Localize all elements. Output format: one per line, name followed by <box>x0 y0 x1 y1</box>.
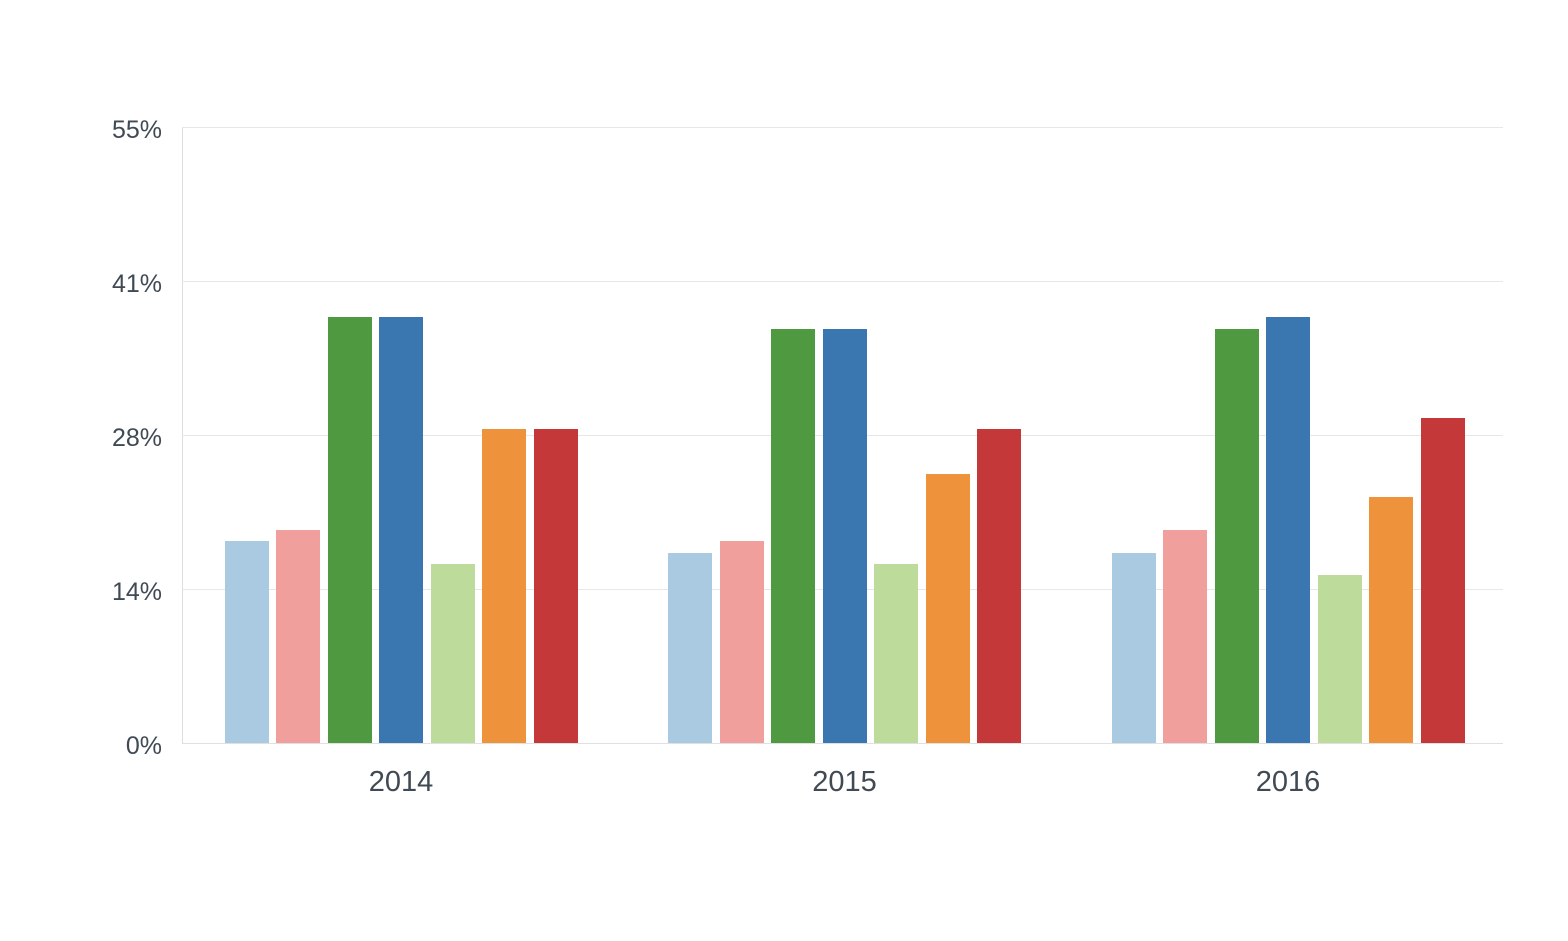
x-axis-baseline <box>182 743 1503 744</box>
x-axis-category-label-2014: 2014 <box>368 766 434 798</box>
bar-pink-2014[interactable] <box>276 530 320 743</box>
bar-orange-2014[interactable] <box>482 429 526 743</box>
bar-orange-2015[interactable] <box>925 474 970 743</box>
bar-blue-2015[interactable] <box>822 328 867 743</box>
y-axis-tick-label: 28% <box>111 424 162 452</box>
plot-area <box>182 127 1503 744</box>
bar-light-green-2015[interactable] <box>874 563 918 743</box>
bar-green-2015[interactable] <box>771 328 815 743</box>
y-axis-tick-label: 55% <box>111 116 162 144</box>
x-axis-category-label-2015: 2015 <box>812 766 877 798</box>
bar-blue-2014[interactable] <box>379 317 423 743</box>
bar-red-2016[interactable] <box>1420 418 1465 743</box>
bar-green-2016[interactable] <box>1214 328 1259 743</box>
bar-orange-2016[interactable] <box>1369 496 1413 743</box>
x-axis-category-label-2016: 2016 <box>1255 766 1321 798</box>
bar-green-2014[interactable] <box>327 317 372 743</box>
y-axis-tick-label: 0% <box>125 732 162 760</box>
bar-light-green-2014[interactable] <box>430 563 475 743</box>
bar-pink-2016[interactable] <box>1163 530 1207 743</box>
gridline-55% <box>182 127 1503 128</box>
bar-light-blue-2016[interactable] <box>1111 552 1156 743</box>
bar-red-2014[interactable] <box>533 429 578 743</box>
bar-light-blue-2015[interactable] <box>668 552 712 743</box>
bar-blue-2016[interactable] <box>1266 317 1310 743</box>
bar-light-green-2016[interactable] <box>1317 575 1362 743</box>
bar-red-2015[interactable] <box>977 429 1021 743</box>
y-axis-tick-label: 14% <box>111 578 162 606</box>
bar-pink-2015[interactable] <box>719 541 764 743</box>
y-axis-tick-label: 41% <box>111 270 162 298</box>
bar-light-blue-2014[interactable] <box>224 541 269 743</box>
gridline-41% <box>182 281 1503 282</box>
